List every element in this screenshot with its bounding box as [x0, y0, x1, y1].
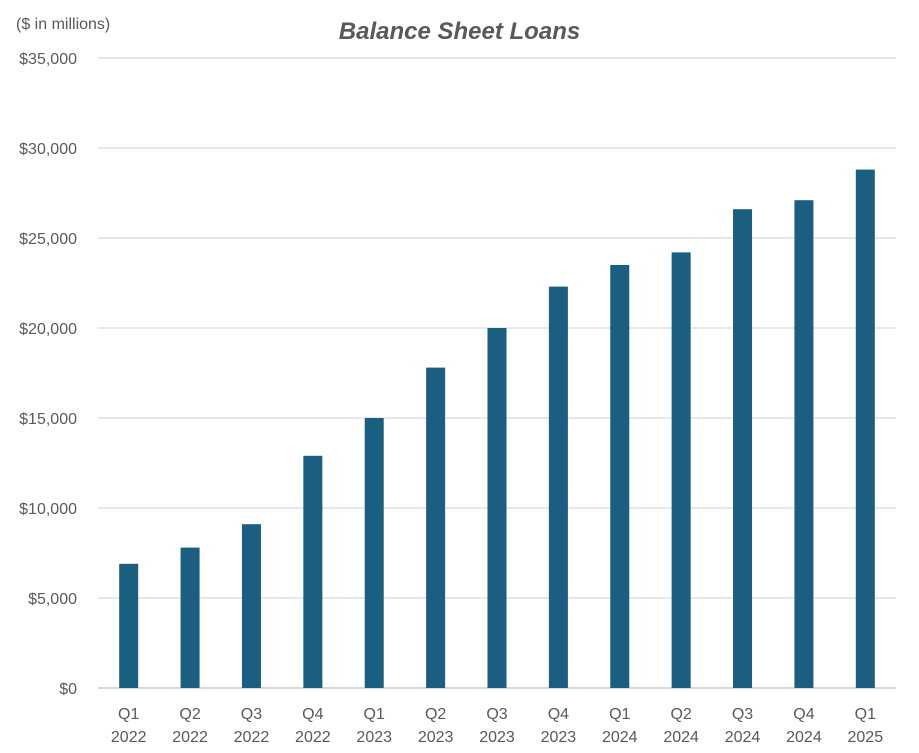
x-tick-label-year: 2024: [663, 729, 699, 746]
x-tick-label-year: 2023: [418, 729, 454, 746]
x-tick-label-quarter: Q3: [732, 706, 753, 723]
x-tick-label-quarter: Q1: [609, 706, 630, 723]
x-tick-label-quarter: Q1: [118, 706, 139, 723]
y-tick-label: $5,000: [28, 591, 77, 608]
bar: [855, 169, 875, 689]
x-tick-label-quarter: Q1: [364, 706, 385, 723]
x-tick-label-year: 2024: [725, 729, 761, 746]
bar: [241, 524, 261, 688]
bar: [671, 252, 691, 688]
x-tick-label-quarter: Q1: [855, 706, 876, 723]
bar: [548, 286, 568, 688]
x-tick-label-year: 2023: [541, 729, 577, 746]
bar: [610, 265, 630, 688]
y-tick-label: $0: [59, 681, 77, 698]
x-tick-label-quarter: Q3: [241, 706, 262, 723]
y-tick-label: $25,000: [19, 231, 77, 248]
x-tick-label-year: 2022: [234, 729, 270, 746]
unit-label: ($ in millions): [16, 16, 111, 33]
x-tick-label-quarter: Q2: [425, 706, 446, 723]
x-tick-label-year: 2024: [602, 729, 638, 746]
bar: [119, 563, 139, 688]
bar: [487, 328, 507, 688]
y-tick-label: $10,000: [19, 501, 77, 518]
x-tick-label-quarter: Q3: [486, 706, 507, 723]
y-tick-label: $35,000: [19, 51, 77, 68]
bar: [303, 455, 323, 688]
x-tick-label-quarter: Q4: [548, 706, 569, 723]
x-tick-label-year: 2022: [295, 729, 331, 746]
bar: [733, 209, 753, 688]
x-tick-label-year: 2025: [848, 729, 884, 746]
x-tick-label-year: 2022: [111, 729, 147, 746]
y-tick-label: $15,000: [19, 411, 77, 428]
x-tick-label-quarter: Q4: [793, 706, 814, 723]
x-tick-label-quarter: Q2: [670, 706, 691, 723]
bar: [794, 200, 814, 688]
bar: [180, 547, 200, 688]
chart-title: Balance Sheet Loans: [338, 18, 581, 45]
x-tick-label-year: 2022: [172, 729, 208, 746]
y-tick-label: $20,000: [19, 321, 77, 338]
x-tick-label-year: 2023: [356, 729, 392, 746]
bar: [426, 367, 446, 688]
y-tick-label: $30,000: [19, 141, 77, 158]
x-tick-label-quarter: Q4: [302, 706, 323, 723]
x-tick-label-year: 2024: [786, 729, 822, 746]
x-tick-label-year: 2023: [479, 729, 515, 746]
x-tick-label-quarter: Q2: [179, 706, 200, 723]
bar: [364, 418, 384, 688]
